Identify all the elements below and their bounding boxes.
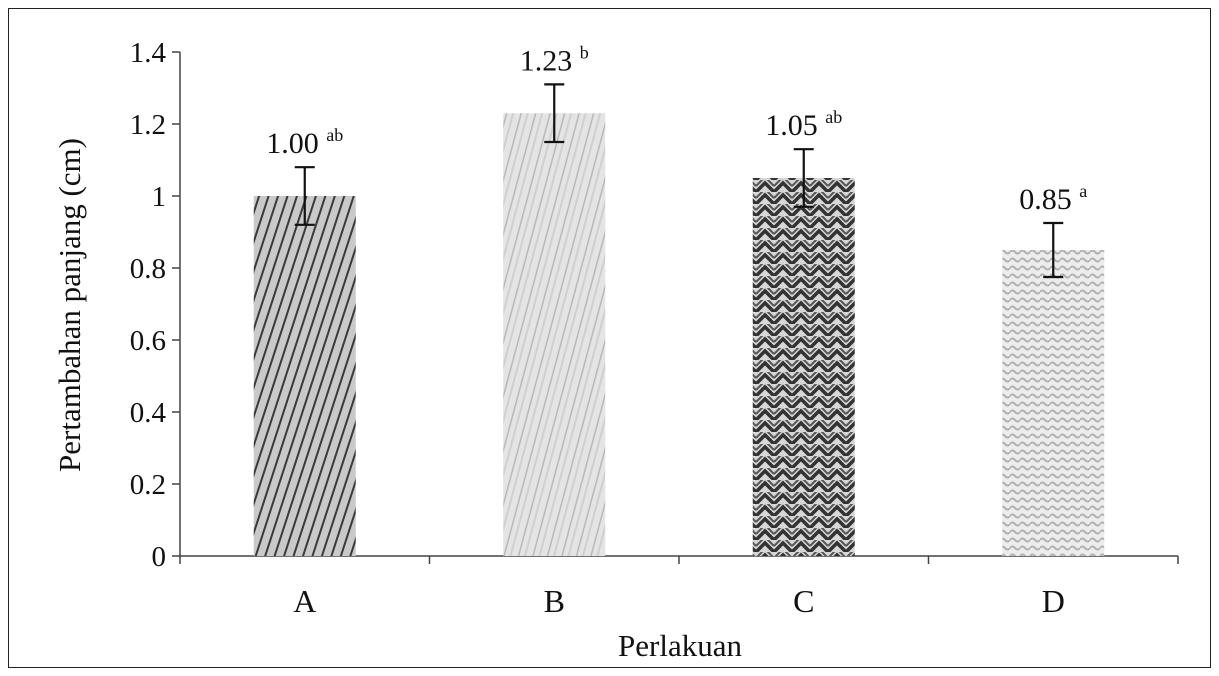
data-value: 0.85 <box>1019 183 1079 216</box>
x-tick-label-b: B <box>544 583 565 619</box>
bar-d <box>1002 250 1105 556</box>
x-axis-title: Perlakuan <box>618 628 742 663</box>
significance-letter: b <box>580 42 589 62</box>
significance-letter: ab <box>825 107 842 127</box>
bar-b <box>503 113 606 556</box>
bar-a <box>253 196 356 556</box>
data-label-a: 1.00 ab <box>266 125 343 160</box>
data-label-c: 1.05 ab <box>765 107 842 142</box>
x-tick-label-d: D <box>1042 583 1065 619</box>
y-tick-label: 0.2 <box>130 469 166 501</box>
y-tick-label: 1 <box>152 181 167 213</box>
bar-c <box>752 178 855 556</box>
x-tick-label-c: C <box>793 583 814 619</box>
data-value: 1.00 <box>266 127 326 160</box>
y-tick-label: 0.8 <box>130 253 166 285</box>
y-tick-label: 0.6 <box>130 325 166 357</box>
y-tick-label: 1.4 <box>130 37 167 69</box>
y-axis: 0 0.2 0.4 0.6 0.8 1 1.2 1.4 <box>130 37 181 573</box>
y-tick-label: 0 <box>152 541 167 573</box>
y-axis-title: Pertambahan panjang (cm) <box>52 138 87 472</box>
x-axis: A B C D <box>179 555 1179 619</box>
y-tick-label: 0.4 <box>130 397 167 429</box>
significance-letter: ab <box>326 125 343 145</box>
x-tick-label-a: A <box>293 583 316 619</box>
data-value: 1.23 <box>520 44 580 77</box>
data-label-b: 1.23 b <box>520 42 589 77</box>
data-label-d: 0.85 a <box>1019 181 1087 216</box>
data-value: 1.05 <box>765 109 825 142</box>
significance-letter: a <box>1079 181 1087 201</box>
bars: 1.00 ab1.23 b1.05 ab0.85 a <box>253 42 1105 556</box>
y-tick-label: 1.2 <box>130 109 166 141</box>
